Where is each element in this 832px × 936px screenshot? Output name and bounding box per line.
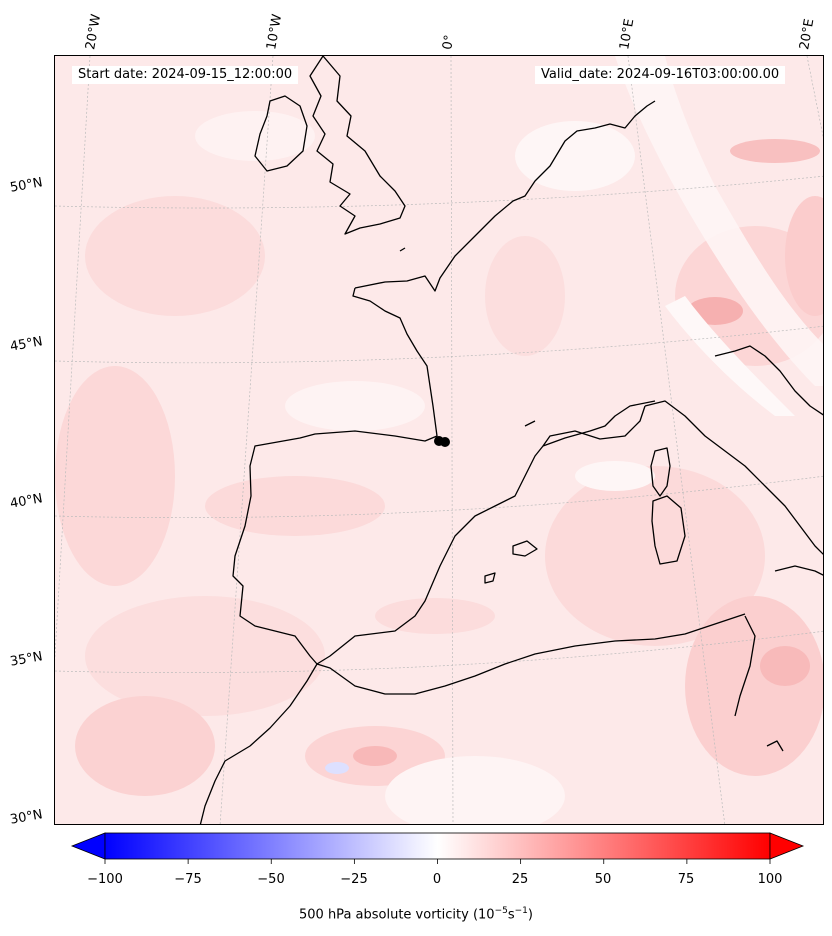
lat-label-50n: 50°N (8, 175, 44, 196)
coastlines (199, 56, 823, 824)
colorbar-tick-label: 75 (677, 872, 695, 887)
colorbar-tick-label: −75 (174, 872, 202, 887)
colorbar-tick-label: 100 (757, 872, 783, 887)
colorbar-tick-label: −100 (87, 872, 123, 887)
lon-label-10e: 10°E (617, 17, 638, 52)
colorbar-tick-label: −25 (340, 872, 368, 887)
lat-label-30n: 30°N (8, 807, 44, 828)
vorticity-map (55, 56, 823, 824)
lon-label-20w: 20°W (83, 13, 105, 52)
vorticity-field (55, 56, 823, 824)
graticule (55, 56, 823, 824)
start-date-label: Start date: 2024-09-15_12:00:00 (72, 66, 299, 84)
location-marker (434, 436, 450, 447)
valid-date-label: Valid_date: 2024-09-16T03:00:00.00 (535, 66, 786, 84)
colorbar (70, 832, 805, 864)
colorbar-label: 500 hPa absolute vorticity (10−5s−1) (299, 906, 533, 923)
lat-label-40n: 40°N (8, 491, 44, 512)
colorbar-tick-label: 50 (594, 872, 612, 887)
map-panel (54, 55, 824, 825)
colorbar-body (104, 832, 771, 860)
colorbar-tick-label: −50 (257, 872, 285, 887)
lon-label-10w: 10°W (264, 13, 286, 52)
colorbar-tick-label: 0 (432, 872, 442, 887)
lon-label-20e: 20°E (797, 17, 818, 52)
lat-label-35n: 35°N (8, 649, 44, 670)
colorbar-extend-high (769, 832, 805, 860)
lon-label-0: 0° (440, 33, 458, 51)
colorbar-extend-low (70, 832, 106, 860)
lat-label-45n: 45°N (8, 334, 44, 355)
colorbar-tick-label: 25 (511, 872, 529, 887)
